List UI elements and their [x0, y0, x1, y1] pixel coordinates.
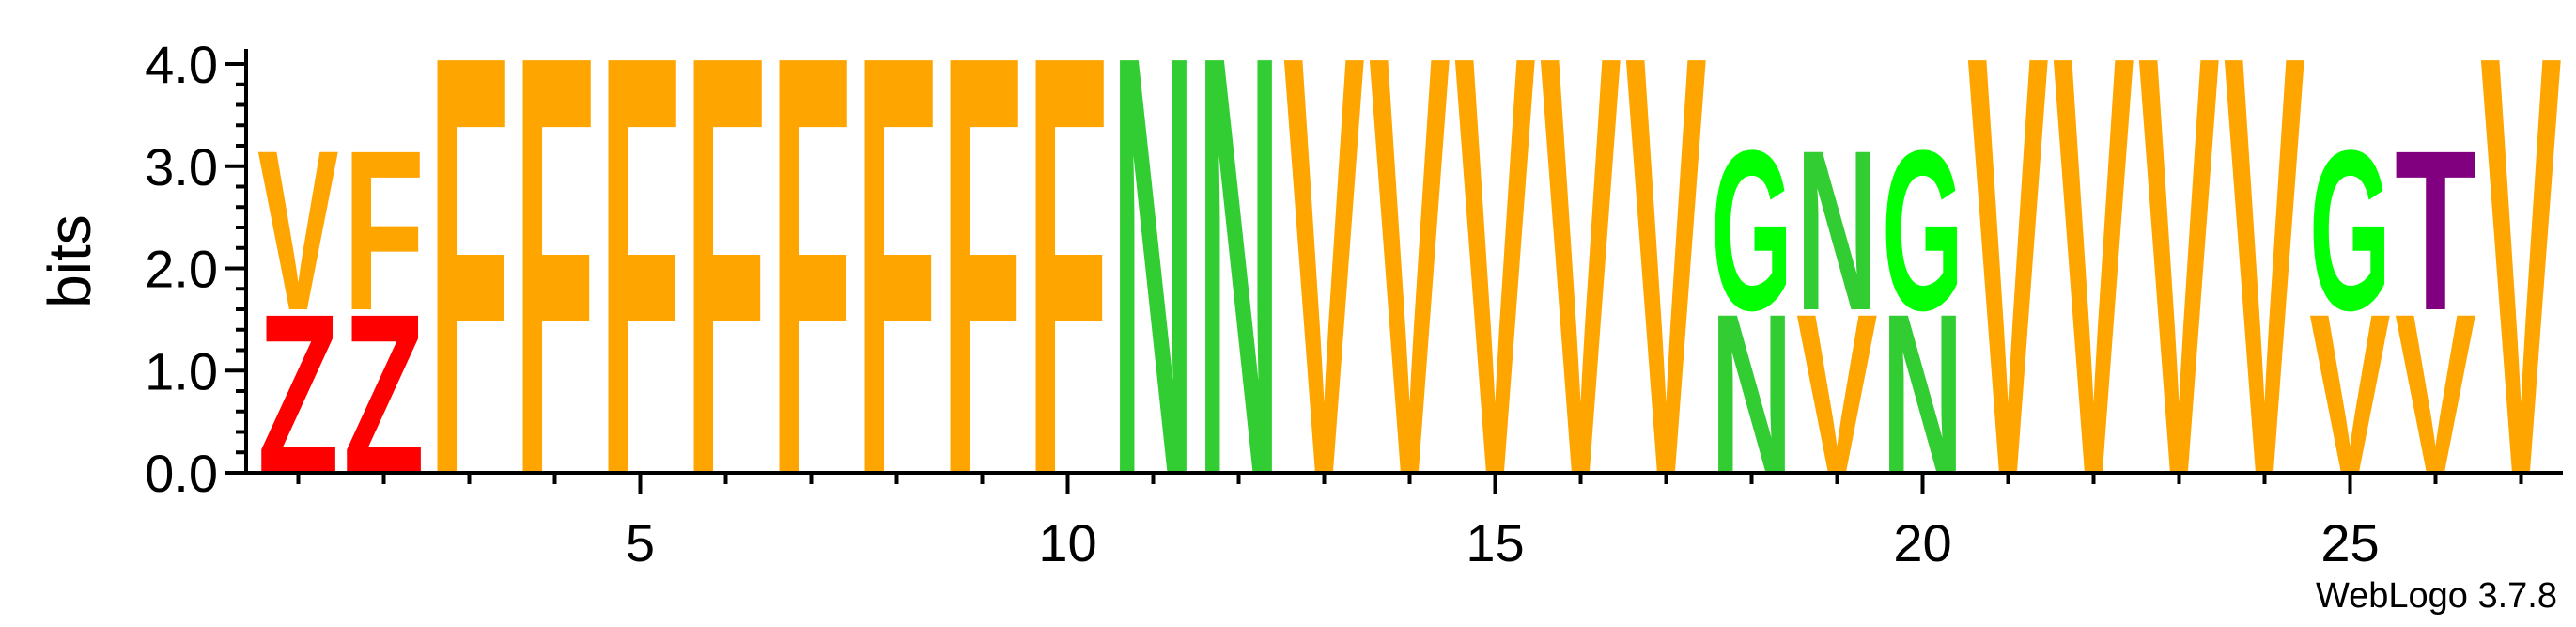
y-tick-label: 0.0	[145, 444, 218, 503]
x-tick-label: 25	[2320, 513, 2379, 572]
logo-letter: N	[1796, 102, 1878, 358]
logo-letter: V	[257, 104, 339, 359]
logo-letter: F	[685, 0, 767, 600]
logo-letter: G	[2309, 104, 2391, 359]
x-tick-label: 15	[1466, 513, 1524, 572]
logo-letter: V	[2480, 0, 2562, 601]
logo-letter: F	[514, 0, 596, 600]
credit-label: WebLogo 3.7.8	[2316, 576, 2557, 616]
logo-letter: N	[1112, 0, 1194, 601]
x-tick-label: 10	[1038, 513, 1096, 572]
logo-letter: F	[599, 0, 681, 600]
logo-letter: V	[2138, 0, 2220, 601]
y-tick-label: 1.0	[145, 341, 218, 400]
y-tick-label: 3.0	[145, 137, 218, 196]
logo-letter: V	[2224, 0, 2305, 601]
logo-letter: V	[1283, 0, 1365, 601]
x-tick-label: 5	[626, 513, 655, 572]
y-tick-label: 4.0	[145, 35, 218, 94]
logo-letter: F	[770, 0, 852, 600]
logo-letter: F	[1027, 0, 1109, 600]
logo-letter: F	[856, 0, 938, 600]
logo-letter: V	[1369, 0, 1451, 601]
logo-letter: V	[1454, 0, 1536, 601]
x-tick-label: 20	[1893, 513, 1951, 572]
y-tick-label: 2.0	[145, 240, 218, 299]
logo-letter: N	[1198, 0, 1280, 601]
logo-letter: V	[1625, 0, 1707, 601]
logo-letter: T	[2395, 104, 2476, 359]
x-axis-ticks: 5 10 15 20 25	[296, 473, 2523, 572]
logo-letter: F	[941, 0, 1023, 600]
logo-letter: V	[2053, 0, 2134, 601]
logo-letter: V	[1967, 0, 2049, 601]
y-axis-title: bits	[36, 214, 103, 308]
logo-letter: G	[1711, 104, 1792, 359]
logo-letter: F	[428, 0, 510, 600]
logo-letter: F	[343, 104, 425, 359]
y-axis-ticks: 0.0 1.0 2.0 3.0 4.0	[145, 35, 246, 503]
logo-letter: G	[1882, 104, 1963, 359]
logo-letter: V	[1540, 0, 1622, 601]
